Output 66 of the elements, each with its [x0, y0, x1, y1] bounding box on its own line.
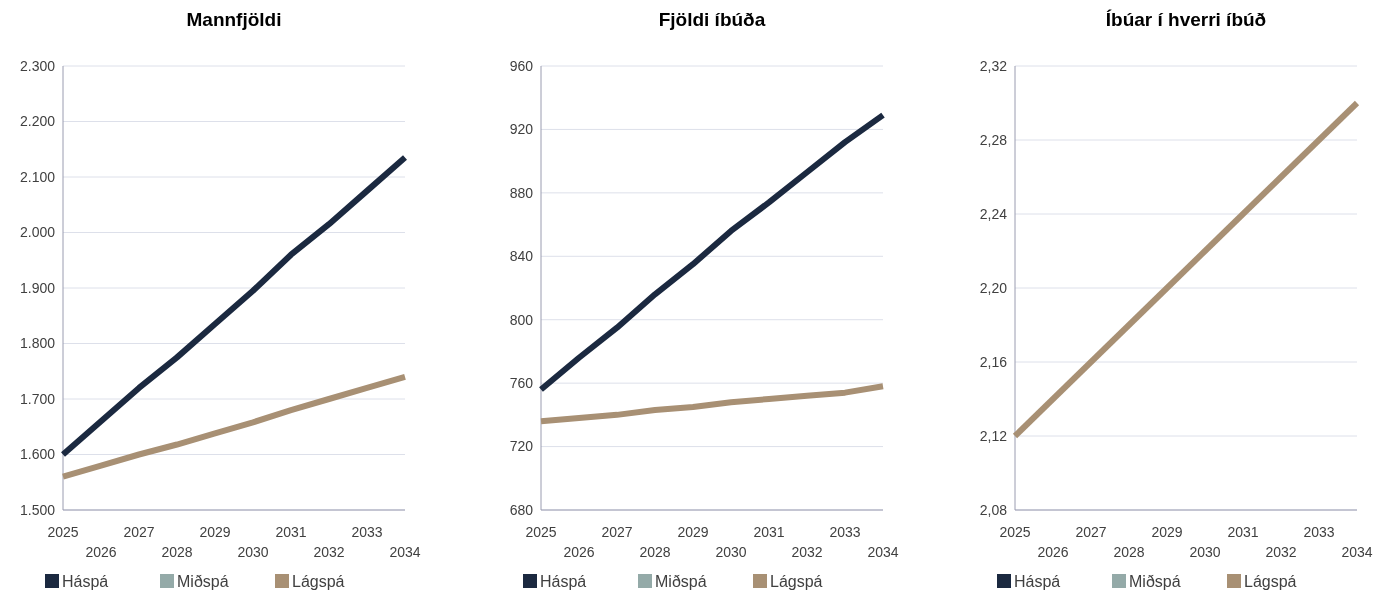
legend-label: Miðspá	[1129, 572, 1181, 590]
y-tick-label: 800	[509, 311, 534, 328]
legend-label: Háspá	[1014, 572, 1061, 590]
y-tick-label: 1.500	[19, 501, 56, 518]
x-tick-label: 2029	[677, 523, 709, 540]
y-tick-label: 880	[509, 184, 534, 201]
x-tick-label: 2034	[1341, 543, 1373, 560]
y-tick-label: 2.300	[19, 57, 56, 74]
y-tick-label: 960	[509, 57, 534, 74]
x-tick-label: 2028	[639, 543, 671, 560]
legend-label: Háspá	[62, 572, 109, 590]
x-tick-label: 2031	[753, 523, 785, 540]
x-tick-label: 2034	[867, 543, 899, 560]
y-tick-label: 680	[509, 501, 534, 518]
x-tick-label: 2026	[85, 543, 117, 560]
y-tick-label: 2,16	[979, 353, 1008, 370]
x-tick-label: 2029	[1151, 523, 1183, 540]
x-tick-label: 2030	[237, 543, 269, 560]
x-tick-label: 2030	[1189, 543, 1221, 560]
x-tick-label: 2026	[563, 543, 595, 560]
x-tick-label: 2034	[389, 543, 421, 560]
legend-label: Miðspá	[655, 572, 707, 590]
chart-title: Fjöldi íbúða	[658, 9, 766, 30]
x-tick-label: 2030	[715, 543, 747, 560]
x-tick-label: 2032	[313, 543, 345, 560]
chart-title: Mannfjöldi	[186, 9, 282, 30]
y-tick-label: 2,32	[979, 57, 1008, 74]
x-tick-label: 2032	[791, 543, 823, 560]
legend-label: Miðspá	[177, 572, 229, 590]
x-tick-label: 2032	[1265, 543, 1297, 560]
y-tick-label: 2,28	[979, 131, 1008, 148]
y-tick-label: 2.100	[19, 168, 56, 185]
legend-label: Lágspá	[1244, 572, 1297, 590]
y-tick-label: 2.000	[19, 224, 56, 241]
y-tick-label: 1.700	[19, 390, 56, 407]
legend-label: Háspá	[540, 572, 587, 590]
y-tick-label: 720	[509, 438, 534, 455]
x-tick-label: 2033	[351, 523, 383, 540]
y-tick-label: 1.600	[19, 446, 56, 463]
y-tick-label: 2,24	[979, 205, 1008, 222]
x-tick-label: 2025	[999, 523, 1031, 540]
x-tick-label: 2031	[275, 523, 307, 540]
x-tick-label: 2025	[525, 523, 557, 540]
y-tick-label: 2,08	[979, 501, 1008, 518]
x-tick-label: 2033	[829, 523, 861, 540]
legend-label: Lágspá	[292, 572, 345, 590]
y-tick-label: 2.200	[19, 113, 56, 130]
y-tick-label: 920	[509, 121, 534, 138]
x-tick-label: 2025	[47, 523, 79, 540]
x-tick-label: 2033	[1303, 523, 1335, 540]
y-tick-label: 1.800	[19, 335, 56, 352]
x-tick-label: 2029	[199, 523, 231, 540]
x-tick-label: 2028	[1113, 543, 1145, 560]
x-tick-label: 2031	[1227, 523, 1259, 540]
x-tick-label: 2026	[1037, 543, 1069, 560]
y-tick-label: 840	[509, 248, 534, 265]
y-tick-label: 760	[509, 375, 534, 392]
y-tick-label: 2,12	[979, 427, 1008, 444]
x-tick-label: 2027	[601, 523, 633, 540]
x-tick-label: 2028	[161, 543, 193, 560]
x-tick-label: 2027	[1075, 523, 1107, 540]
chart-title: Íbúar í hverri íbúð	[1105, 9, 1267, 30]
legend-label: Lágspá	[770, 572, 823, 590]
y-tick-label: 2,20	[979, 279, 1008, 296]
y-tick-label: 1.900	[19, 279, 56, 296]
x-tick-label: 2027	[123, 523, 155, 540]
